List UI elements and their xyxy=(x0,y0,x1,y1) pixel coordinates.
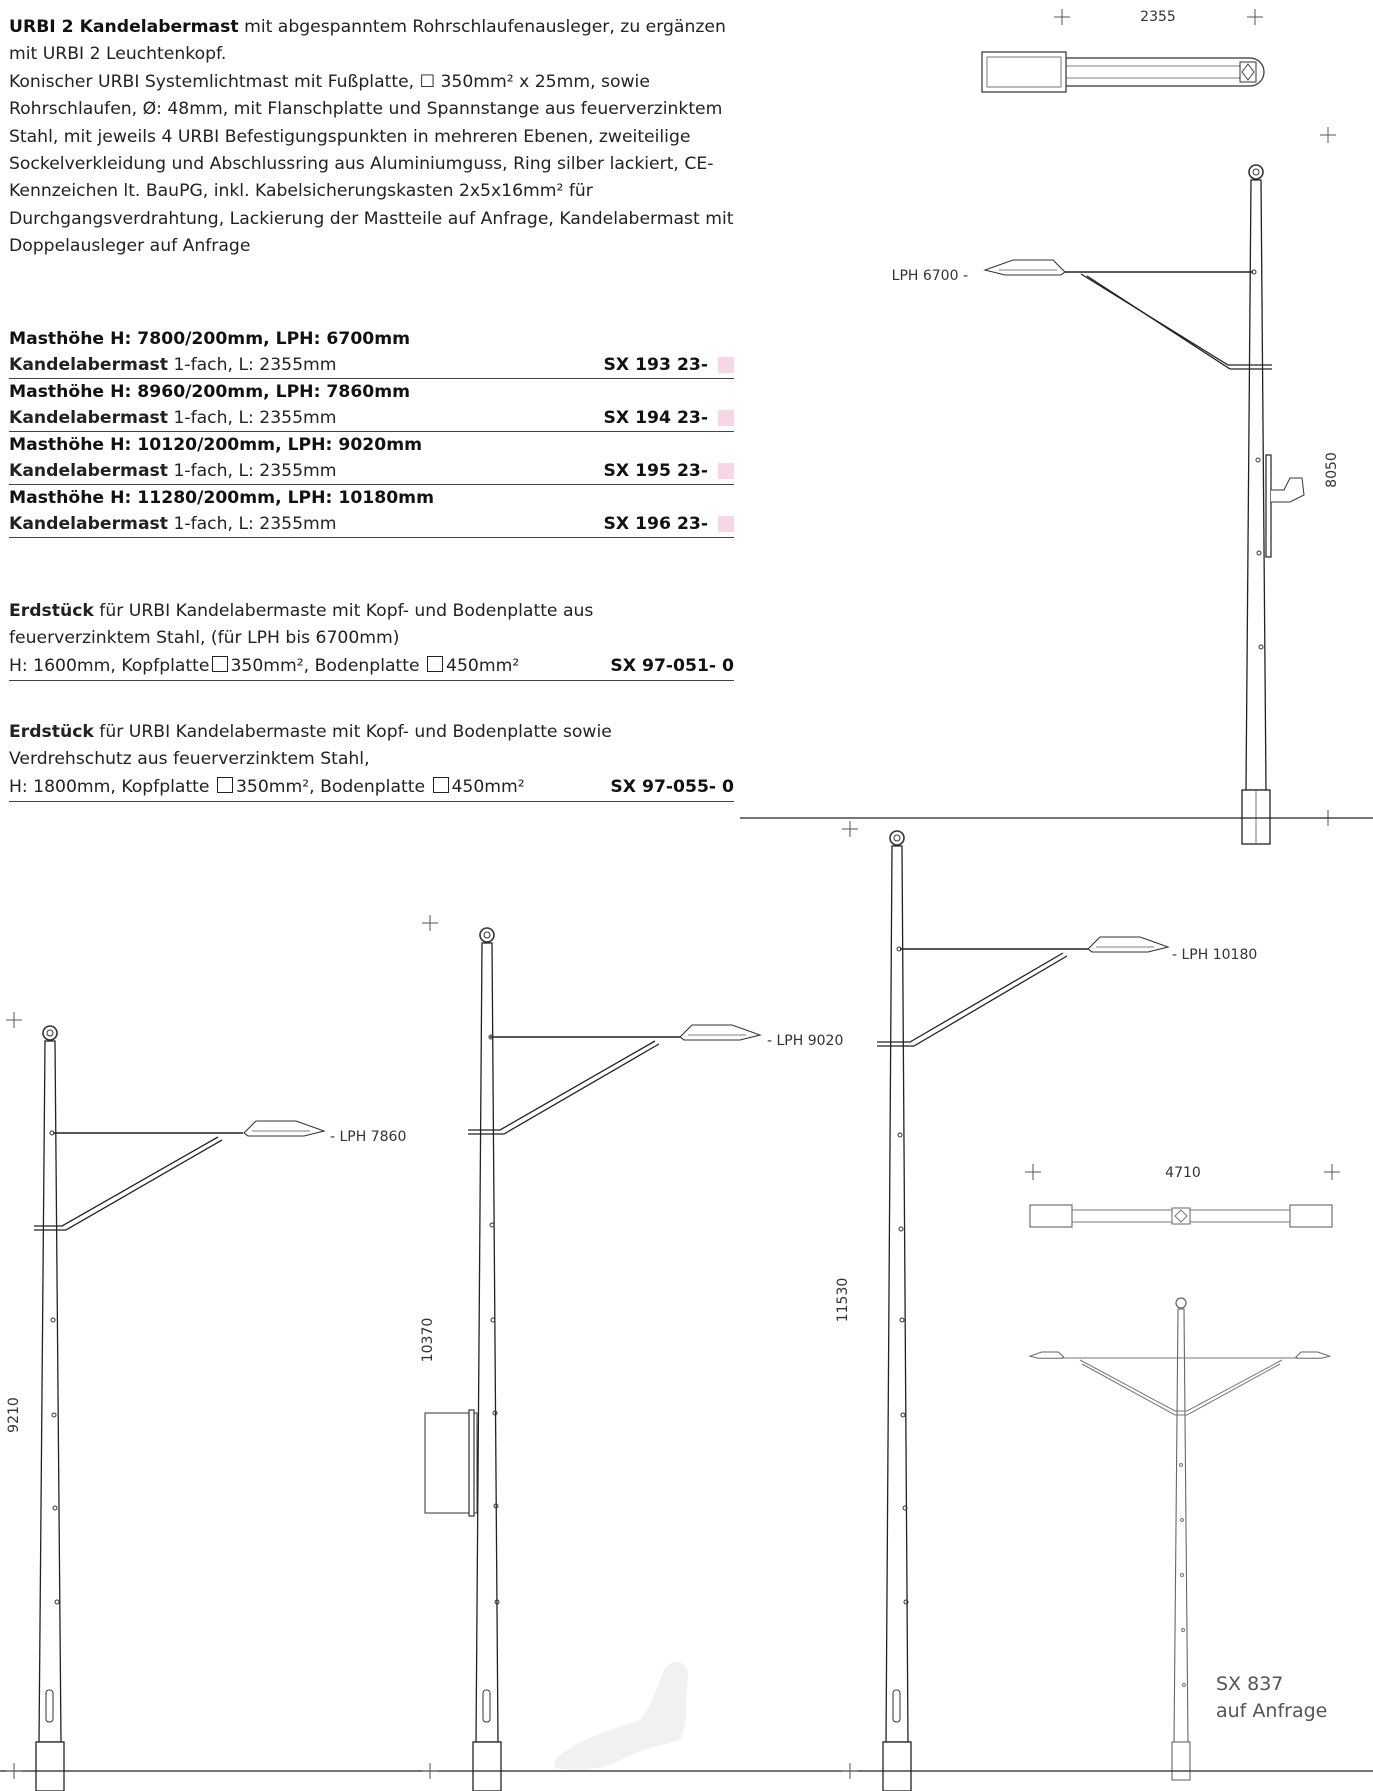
erdstueck-name: Erdstück xyxy=(9,722,94,742)
d3-lph-label: - LPH 10180 xyxy=(1172,947,1257,963)
mast-drawing-10370: - LPH 9020 10370 xyxy=(420,914,843,1791)
item-code: SX 194 23- xyxy=(603,408,708,428)
table-row: Kandelabermast 1-fach, L: 2355mm SX 195 … xyxy=(9,458,734,485)
mast-drawing-11530: - LPH 10180 11530 xyxy=(835,830,1257,1791)
spec-c: 450mm² xyxy=(446,655,520,676)
table-row-head: Masthöhe H: 11280/200mm, LPH: 10180mm xyxy=(9,488,434,508)
table-row-head: Masthöhe H: 10120/200mm, LPH: 9020mm xyxy=(9,435,423,455)
d3-height-label: 11530 xyxy=(835,1278,851,1323)
mast-drawing-9210: - LPH 7860 9210 xyxy=(5,1011,406,1791)
erdstueck-text: für URBI Kandelabermaste mit Kopf- und B… xyxy=(9,722,612,770)
square-symbol xyxy=(211,655,228,672)
erdstueck-spec-row: H: 1600mm, Kopfplatte 350mm², Bodenplatte… xyxy=(9,653,734,682)
d1-lph-label: - LPH 7860 xyxy=(330,1129,406,1145)
color-swatch xyxy=(718,463,734,479)
item-name: Kandelabermast xyxy=(9,461,168,481)
item-code: SX 196 23- xyxy=(603,514,708,534)
item-desc: 1-fach, L: 2355mm xyxy=(168,408,337,428)
item-code: SX 195 23- xyxy=(603,461,708,481)
table-row: Kandelabermast 1-fach, L: 2355mm SX 194 … xyxy=(9,405,734,432)
table-row-head: Masthöhe H: 7800/200mm, LPH: 6700mm xyxy=(9,329,411,349)
table-row: Kandelabermast 1-fach, L: 2355mm SX 196 … xyxy=(9,511,734,538)
sx837-note: SX 837 auf Anfrage xyxy=(1216,1671,1327,1725)
mast-drawing-8050: LPH 6700 - 8050 xyxy=(892,126,1340,845)
note-text: auf Anfrage xyxy=(1216,1700,1328,1722)
spec-b: 350mm², Bodenplatte xyxy=(230,655,420,676)
table-row-head: Masthöhe H: 8960/200mm, LPH: 7860mm xyxy=(9,382,411,402)
top-height-label: 8050 xyxy=(1324,452,1340,488)
top-width-label: 2355 xyxy=(1140,9,1176,25)
item-name: Kandelabermast xyxy=(9,514,168,534)
item-desc: 1-fach, L: 2355mm xyxy=(168,514,337,534)
product-title: URBI 2 Kandelabermast xyxy=(9,17,239,37)
square-symbol xyxy=(216,776,233,793)
double-mast-drawing xyxy=(1028,1297,1332,1781)
erdstueck-spec-row: H: 1800mm, Kopfplatte 350mm², Bodenplatt… xyxy=(9,774,734,803)
d2-height-label: 10370 xyxy=(420,1318,436,1363)
top-lph-label: LPH 6700 - xyxy=(892,268,968,284)
item-name: Kandelabermast xyxy=(9,355,168,375)
color-swatch xyxy=(718,410,734,426)
product-table: Masthöhe H: 7800/200mm, LPH: 6700mm Kand… xyxy=(9,326,734,538)
erdstueck-text: für URBI Kandelabermaste mit Kopf- und B… xyxy=(9,601,594,649)
item-name: Kandelabermast xyxy=(9,408,168,428)
erdstueck-block-1: Erdstück für URBI Kandelabermaste mit Ko… xyxy=(9,598,734,682)
spec-a: H: 1800mm, Kopfplatte xyxy=(9,776,210,797)
erdstueck-code: SX 97-051- 0 xyxy=(610,655,734,676)
d2-lph-label: - LPH 9020 xyxy=(767,1033,843,1049)
item-desc: 1-fach, L: 2355mm xyxy=(168,461,337,481)
color-swatch xyxy=(718,516,734,532)
item-code: SX 193 23- xyxy=(603,355,708,375)
spec-b: 350mm², Bodenplatte xyxy=(235,776,426,797)
note-code: SX 837 xyxy=(1216,1673,1284,1695)
square-symbol xyxy=(432,776,449,793)
top-plan-view: 2355 xyxy=(981,8,1265,93)
product-title-rest: mit abgespanntem Rohrschlaufenausleger, … xyxy=(9,17,726,65)
spec-a: H: 1600mm, Kopfplatte xyxy=(9,655,210,676)
spec-c: 450mm² xyxy=(451,776,525,797)
table-row: Kandelabermast 1-fach, L: 2355mm SX 193 … xyxy=(9,352,734,379)
d1-height-label: 9210 xyxy=(6,1397,22,1433)
product-description: Konischer URBI Systemlichtmast mit Fußpl… xyxy=(9,71,734,257)
decorative-figure xyxy=(555,1662,689,1770)
erdstueck-block-2: Erdstück für URBI Kandelabermaste mit Ko… xyxy=(9,719,734,803)
intro-text: URBI 2 Kandelabermast mit abgespanntem R… xyxy=(9,14,734,261)
erdstueck-name: Erdstück xyxy=(9,601,94,621)
erdstueck-code: SX 97-055- 0 xyxy=(610,776,734,797)
double-width-label: 4710 xyxy=(1165,1165,1201,1181)
item-desc: 1-fach, L: 2355mm xyxy=(168,355,337,375)
color-swatch xyxy=(718,357,734,373)
square-symbol xyxy=(427,655,444,672)
double-plan-view: 4710 xyxy=(1024,1163,1341,1228)
